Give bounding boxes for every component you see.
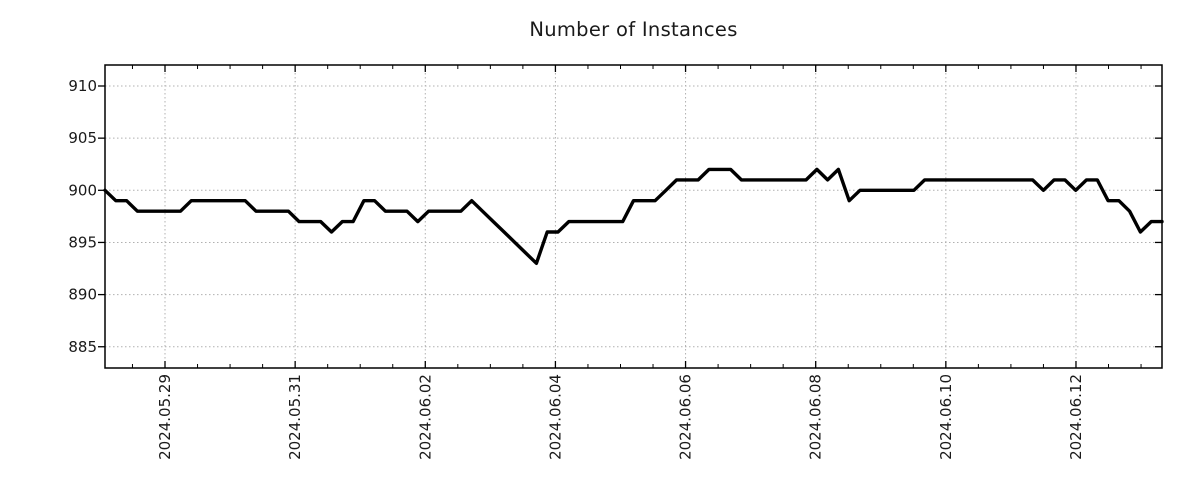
chart-title: Number of Instances — [529, 18, 738, 41]
x-tick-label: 2024.06.06 — [677, 374, 695, 460]
x-tick-label: 2024.06.08 — [807, 374, 825, 460]
y-tick-label: 890 — [68, 286, 97, 304]
x-tick-label: 2024.06.04 — [546, 374, 564, 460]
x-tick-label: 2024.06.02 — [416, 374, 434, 460]
x-tick-label: 2024.05.31 — [286, 374, 304, 460]
y-tick-label: 905 — [68, 129, 97, 147]
y-tick-label: 900 — [68, 181, 97, 199]
series-line-instances — [103, 167, 1164, 265]
y-tick-label: 895 — [68, 233, 97, 251]
x-tick-label: 2024.06.10 — [937, 374, 955, 460]
y-tick-label: 885 — [68, 338, 97, 356]
plot-border — [104, 64, 1163, 369]
y-tick-label: 910 — [68, 77, 97, 95]
x-tick-label: 2024.05.29 — [156, 374, 174, 460]
x-tick-label: 2024.06.12 — [1067, 374, 1085, 460]
